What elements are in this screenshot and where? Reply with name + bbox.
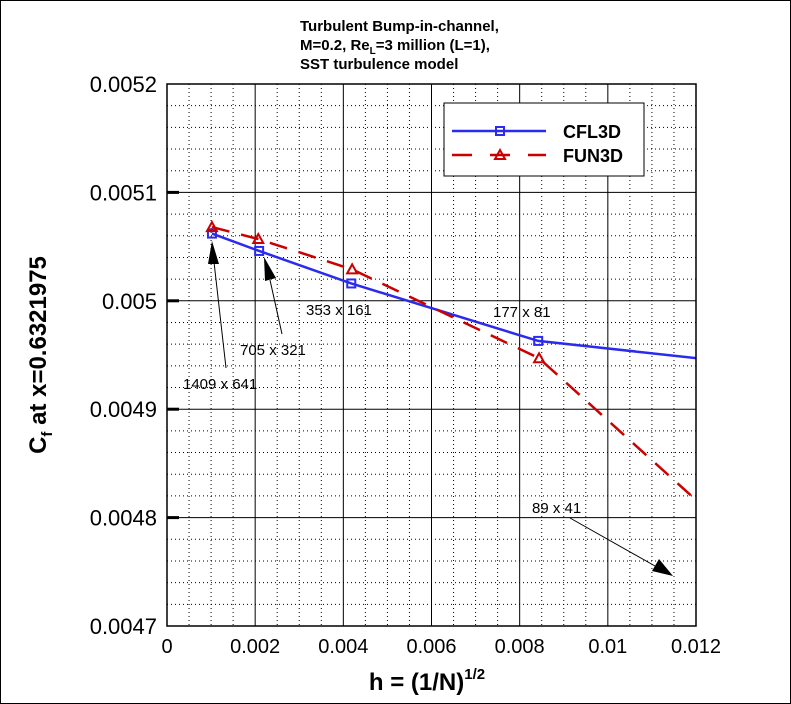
- data-point-cfl3d: [533, 335, 544, 346]
- x-tick-label: 0.012: [671, 636, 721, 658]
- arrow-1409x641: [213, 261, 227, 369]
- annotations: 1409 x 641 705 x 321 353 x 161 177 x 81 …: [183, 241, 673, 576]
- x-tick-label: 0.006: [406, 636, 456, 658]
- legend-marker-cfl3d: [495, 126, 505, 136]
- data-point-fun3d: [251, 231, 265, 245]
- x-tick-label: 0: [161, 636, 172, 658]
- y-tick-label: 0.005: [102, 289, 157, 314]
- arrow-705x321: [269, 279, 283, 335]
- data-point-fun3d: [532, 351, 546, 364]
- x-tick-label: 0.002: [230, 636, 280, 658]
- y-axis-label: Cf at x=0.6321975: [25, 256, 56, 454]
- arrowhead-705x321: [264, 257, 276, 281]
- tick-labels: 0 0.002 0.004 0.006 0.008 0.01 0.012 0.0047 0.00…: [90, 72, 721, 658]
- legend: CFL3D FUN3D: [443, 102, 645, 177]
- y-tick-label: 0.0048: [90, 506, 157, 531]
- legend-label-cfl3d: CFL3D: [563, 122, 621, 142]
- arrowhead-89x41: [652, 559, 673, 576]
- annotation-705x321: 705 x 321: [240, 342, 306, 359]
- series-line-cfl3d: [211, 232, 696, 360]
- annotation-353x161: 353 x 161: [306, 302, 372, 319]
- legend-box: [443, 102, 645, 177]
- series-line-fun3d: [211, 225, 696, 502]
- series-group: [205, 220, 696, 502]
- y-tick-label: 0.0052: [90, 72, 157, 97]
- annotation-1409x641: 1409 x 641: [183, 376, 257, 393]
- y-tick-label: 0.0049: [90, 397, 157, 422]
- x-tick-label: 0.008: [495, 636, 545, 658]
- x-tick-label: 0.01: [588, 636, 627, 658]
- title-line-3: SST turbulence model: [300, 56, 458, 73]
- data-point-fun3d: [345, 262, 359, 275]
- annotation-177x81: 177 x 81: [493, 304, 551, 321]
- title-line-1: Turbulent Bump-in-channel,: [300, 18, 499, 35]
- arrow-89x41: [569, 517, 656, 567]
- x-tick-label: 0.004: [318, 636, 368, 658]
- series-lines: [205, 220, 696, 502]
- plot-border: [166, 83, 697, 627]
- data-point-fun3d: [205, 220, 219, 233]
- annotation-89x41: 89 x 41: [532, 500, 581, 517]
- legend-label-fun3d: FUN3D: [563, 146, 623, 166]
- grid: [167, 84, 696, 626]
- chart-title: Turbulent Bump-in-channel, M=0.2, ReL=3 …: [300, 18, 499, 73]
- y-tick-label: 0.0051: [90, 180, 157, 205]
- data-point-cfl3d: [206, 228, 217, 239]
- x-axis-label: h = (1/N)1/2: [369, 666, 485, 696]
- y-tick-label: 0.0047: [90, 614, 157, 639]
- data-point-cfl3d: [346, 278, 357, 289]
- data-point-cfl3d: [254, 245, 265, 256]
- arrowhead-1409x641: [208, 241, 219, 264]
- legend-marker-fun3d: [493, 147, 507, 160]
- title-line-2: M=0.2, ReL=3 million (L=1),: [300, 37, 490, 57]
